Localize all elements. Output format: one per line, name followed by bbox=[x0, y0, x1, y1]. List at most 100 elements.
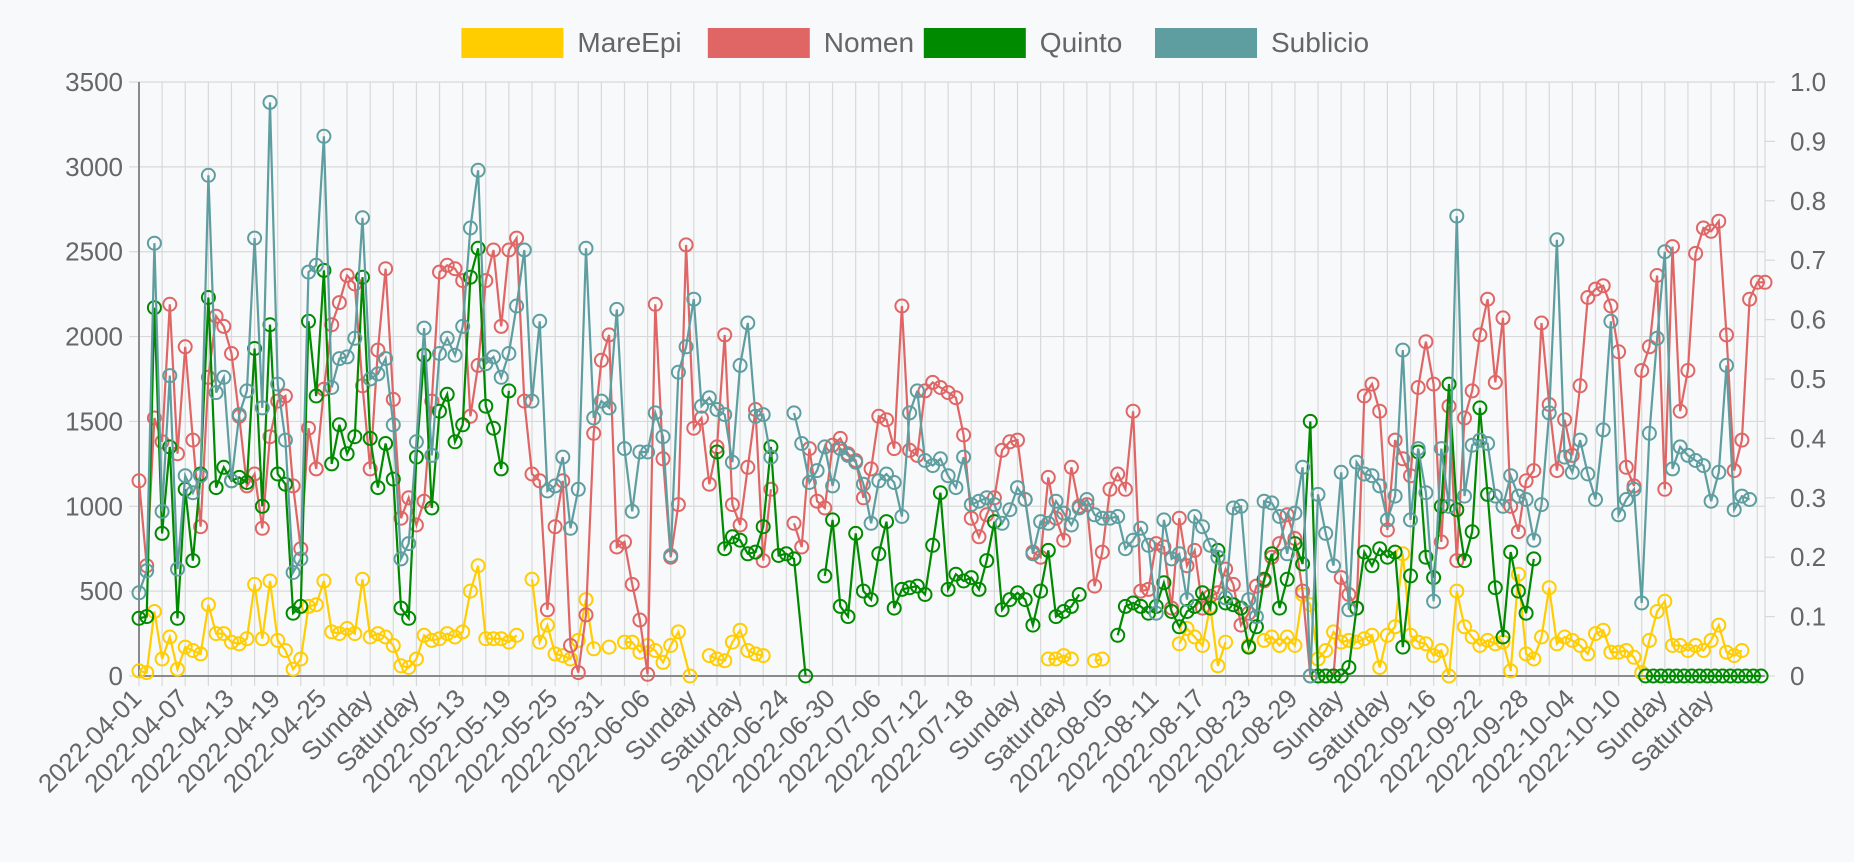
data-point[interactable] bbox=[848, 525, 864, 541]
data-point[interactable] bbox=[717, 327, 733, 343]
data-point[interactable] bbox=[539, 483, 555, 499]
data-point[interactable] bbox=[1364, 376, 1380, 392]
data-point[interactable] bbox=[509, 230, 525, 246]
data-point[interactable] bbox=[902, 405, 918, 421]
data-point[interactable] bbox=[701, 390, 717, 406]
data-point[interactable] bbox=[1745, 668, 1761, 684]
data-point[interactable] bbox=[154, 503, 170, 519]
data-point[interactable] bbox=[1379, 549, 1395, 565]
data-point[interactable] bbox=[185, 432, 201, 448]
data-point[interactable] bbox=[817, 500, 833, 516]
data-point[interactable] bbox=[370, 366, 386, 382]
data-point[interactable] bbox=[678, 237, 694, 253]
data-point[interactable] bbox=[940, 468, 956, 484]
data-point[interactable] bbox=[632, 444, 648, 460]
data-point[interactable] bbox=[1649, 330, 1665, 346]
data-point[interactable] bbox=[786, 551, 802, 567]
data-point[interactable] bbox=[1341, 660, 1357, 675]
data-point[interactable] bbox=[1063, 517, 1079, 533]
data-point[interactable] bbox=[1638, 668, 1654, 684]
data-point[interactable] bbox=[1526, 651, 1542, 667]
data-point[interactable] bbox=[1588, 281, 1603, 297]
data-point[interactable] bbox=[1133, 583, 1149, 599]
data-point[interactable] bbox=[1472, 638, 1488, 653]
data-point[interactable] bbox=[1218, 634, 1234, 650]
data-point[interactable] bbox=[224, 473, 239, 489]
data-point[interactable] bbox=[200, 290, 216, 305]
data-point[interactable] bbox=[555, 449, 571, 465]
data-point[interactable] bbox=[1187, 542, 1203, 558]
data-point[interactable] bbox=[193, 646, 209, 662]
data-point[interactable] bbox=[1110, 466, 1126, 482]
data-point[interactable] bbox=[1264, 546, 1280, 562]
data-point[interactable] bbox=[971, 529, 987, 545]
data-point[interactable] bbox=[254, 631, 270, 647]
data-point[interactable] bbox=[1441, 376, 1457, 392]
data-point[interactable] bbox=[301, 598, 316, 614]
data-point[interactable] bbox=[1387, 488, 1403, 504]
data-point[interactable] bbox=[1295, 556, 1311, 572]
data-point[interactable] bbox=[1618, 492, 1634, 507]
data-point[interactable] bbox=[393, 658, 409, 674]
data-point[interactable] bbox=[1372, 541, 1388, 557]
data-point[interactable] bbox=[879, 514, 894, 530]
data-point[interactable] bbox=[139, 563, 155, 579]
data-point[interactable] bbox=[1295, 583, 1311, 599]
data-point[interactable] bbox=[1433, 643, 1449, 658]
data-point[interactable] bbox=[925, 374, 941, 390]
data-point[interactable] bbox=[262, 573, 278, 589]
data-point[interactable] bbox=[146, 410, 162, 426]
data-point[interactable] bbox=[1179, 592, 1195, 608]
data-point[interactable] bbox=[1549, 463, 1565, 479]
data-point[interactable] bbox=[663, 638, 679, 653]
data-point[interactable] bbox=[470, 240, 486, 256]
data-point[interactable] bbox=[1668, 668, 1684, 684]
data-point[interactable] bbox=[617, 441, 632, 457]
data-point[interactable] bbox=[1318, 643, 1334, 658]
data-point[interactable] bbox=[1356, 388, 1372, 404]
data-point[interactable] bbox=[131, 585, 147, 601]
data-point[interactable] bbox=[154, 434, 170, 450]
data-point[interactable] bbox=[694, 398, 709, 414]
data-point[interactable] bbox=[586, 425, 602, 441]
data-point[interactable] bbox=[1572, 638, 1588, 653]
data-point[interactable] bbox=[1503, 544, 1519, 560]
data-point[interactable] bbox=[894, 509, 910, 524]
data-point[interactable] bbox=[524, 571, 540, 587]
data-point[interactable] bbox=[439, 386, 455, 402]
data-point[interactable] bbox=[948, 390, 964, 406]
data-point[interactable] bbox=[732, 357, 748, 373]
data-point[interactable] bbox=[1472, 400, 1488, 416]
data-point[interactable] bbox=[1356, 466, 1372, 482]
data-point[interactable] bbox=[1033, 583, 1049, 599]
data-point[interactable] bbox=[509, 627, 525, 643]
data-point[interactable] bbox=[1202, 537, 1218, 553]
data-point[interactable] bbox=[732, 622, 748, 638]
data-point[interactable] bbox=[185, 485, 201, 501]
data-point[interactable] bbox=[1711, 213, 1727, 229]
data-point[interactable] bbox=[1580, 290, 1596, 305]
data-point[interactable] bbox=[1734, 432, 1750, 448]
data-point[interactable] bbox=[1564, 447, 1580, 463]
data-point[interactable] bbox=[1742, 291, 1758, 307]
data-point[interactable] bbox=[855, 476, 871, 492]
data-point[interactable] bbox=[324, 624, 340, 640]
data-point[interactable] bbox=[879, 466, 894, 482]
data-point[interactable] bbox=[1117, 598, 1133, 614]
data-point[interactable] bbox=[1125, 532, 1141, 548]
data-point[interactable] bbox=[1699, 668, 1715, 684]
data-point[interactable] bbox=[462, 269, 478, 285]
data-point[interactable] bbox=[486, 349, 501, 365]
data-point[interactable] bbox=[170, 610, 185, 626]
data-point[interactable] bbox=[1495, 629, 1511, 645]
data-point[interactable] bbox=[917, 587, 933, 602]
data-point[interactable] bbox=[1048, 493, 1064, 509]
data-point[interactable] bbox=[1572, 378, 1588, 394]
data-point[interactable] bbox=[794, 539, 810, 555]
data-point[interactable] bbox=[1734, 488, 1750, 504]
data-point[interactable] bbox=[1726, 502, 1742, 518]
data-point[interactable] bbox=[1433, 534, 1449, 550]
data-point[interactable] bbox=[1510, 566, 1526, 582]
data-point[interactable] bbox=[740, 459, 756, 475]
data-point[interactable] bbox=[1156, 575, 1172, 591]
